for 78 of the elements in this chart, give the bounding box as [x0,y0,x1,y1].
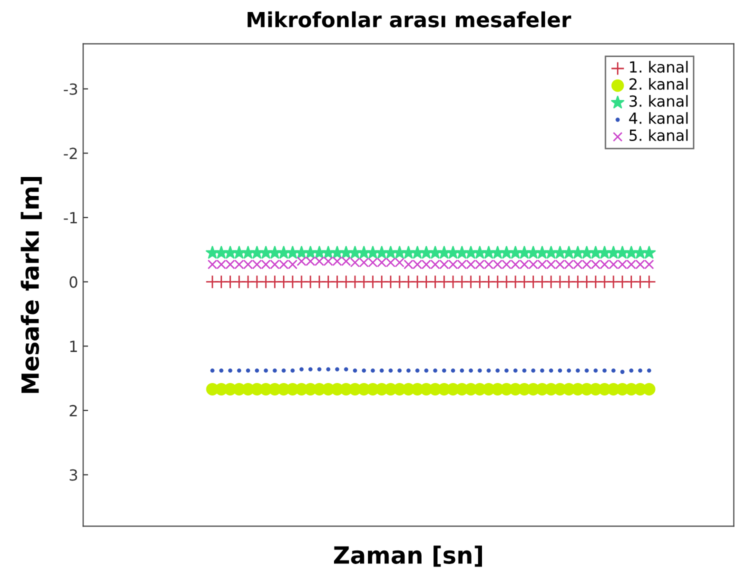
point [317,367,322,372]
legend-label: 5. kanal [630,129,688,142]
point [584,368,589,373]
legend-label: 1. kanal [630,60,688,73]
point [513,368,518,373]
point [544,246,558,259]
point [482,246,496,259]
point [370,368,375,373]
point [362,368,366,373]
y-tick-label: -1 [64,212,77,224]
point [508,246,522,259]
point [558,368,562,373]
chart-title: Mikrofonlar arası mesafeler [248,11,572,28]
point [450,368,456,373]
point [299,367,304,372]
point [397,368,402,373]
legend-label: 3. kanal [630,95,688,107]
point [642,274,656,289]
point [642,246,656,259]
point [246,368,250,373]
y-tick-label: 3 [70,469,78,481]
point [406,368,411,373]
y-tick-label: -2 [64,148,77,159]
point [388,368,393,373]
point [352,368,358,373]
point [522,368,526,373]
point [602,368,607,373]
y-axis-title: Mesafe farkı [m] [20,177,42,393]
point [526,246,540,259]
point [308,367,313,372]
point [344,367,348,372]
point [326,367,330,372]
point [446,246,460,259]
point [594,368,598,373]
point [241,246,255,259]
point [500,246,514,259]
legend-label: 4. kanal [629,112,688,124]
y-tick-label: 0 [70,276,78,288]
point [566,368,571,373]
point [433,368,438,373]
point [629,368,634,373]
point [424,368,428,373]
x-axis-title: Zaman [sn] [334,546,482,567]
point [638,368,642,373]
point [219,368,224,373]
point [553,246,567,259]
legend-label: 2. kanal [629,78,688,90]
point [549,368,554,373]
point [272,368,277,373]
point [415,368,420,373]
point [290,368,295,373]
point [647,368,652,373]
point [335,367,340,372]
y-tick-label: 2 [70,404,77,416]
point [348,246,362,259]
point [254,368,260,373]
point [531,368,536,373]
point [460,368,464,373]
point [540,368,544,373]
point [277,246,290,259]
point [611,368,616,373]
point [237,368,242,373]
point [478,368,482,373]
point [598,246,612,259]
point [264,368,268,373]
point [228,368,232,373]
point [282,368,286,373]
point [576,368,580,373]
point [504,368,509,373]
point [380,368,384,373]
point [620,370,624,374]
point [442,368,446,373]
point [496,368,500,373]
y-tick-label: 1 [70,340,77,352]
point [468,368,473,373]
y-tick-label: -3 [64,83,78,95]
point [210,368,214,373]
point [486,368,491,373]
